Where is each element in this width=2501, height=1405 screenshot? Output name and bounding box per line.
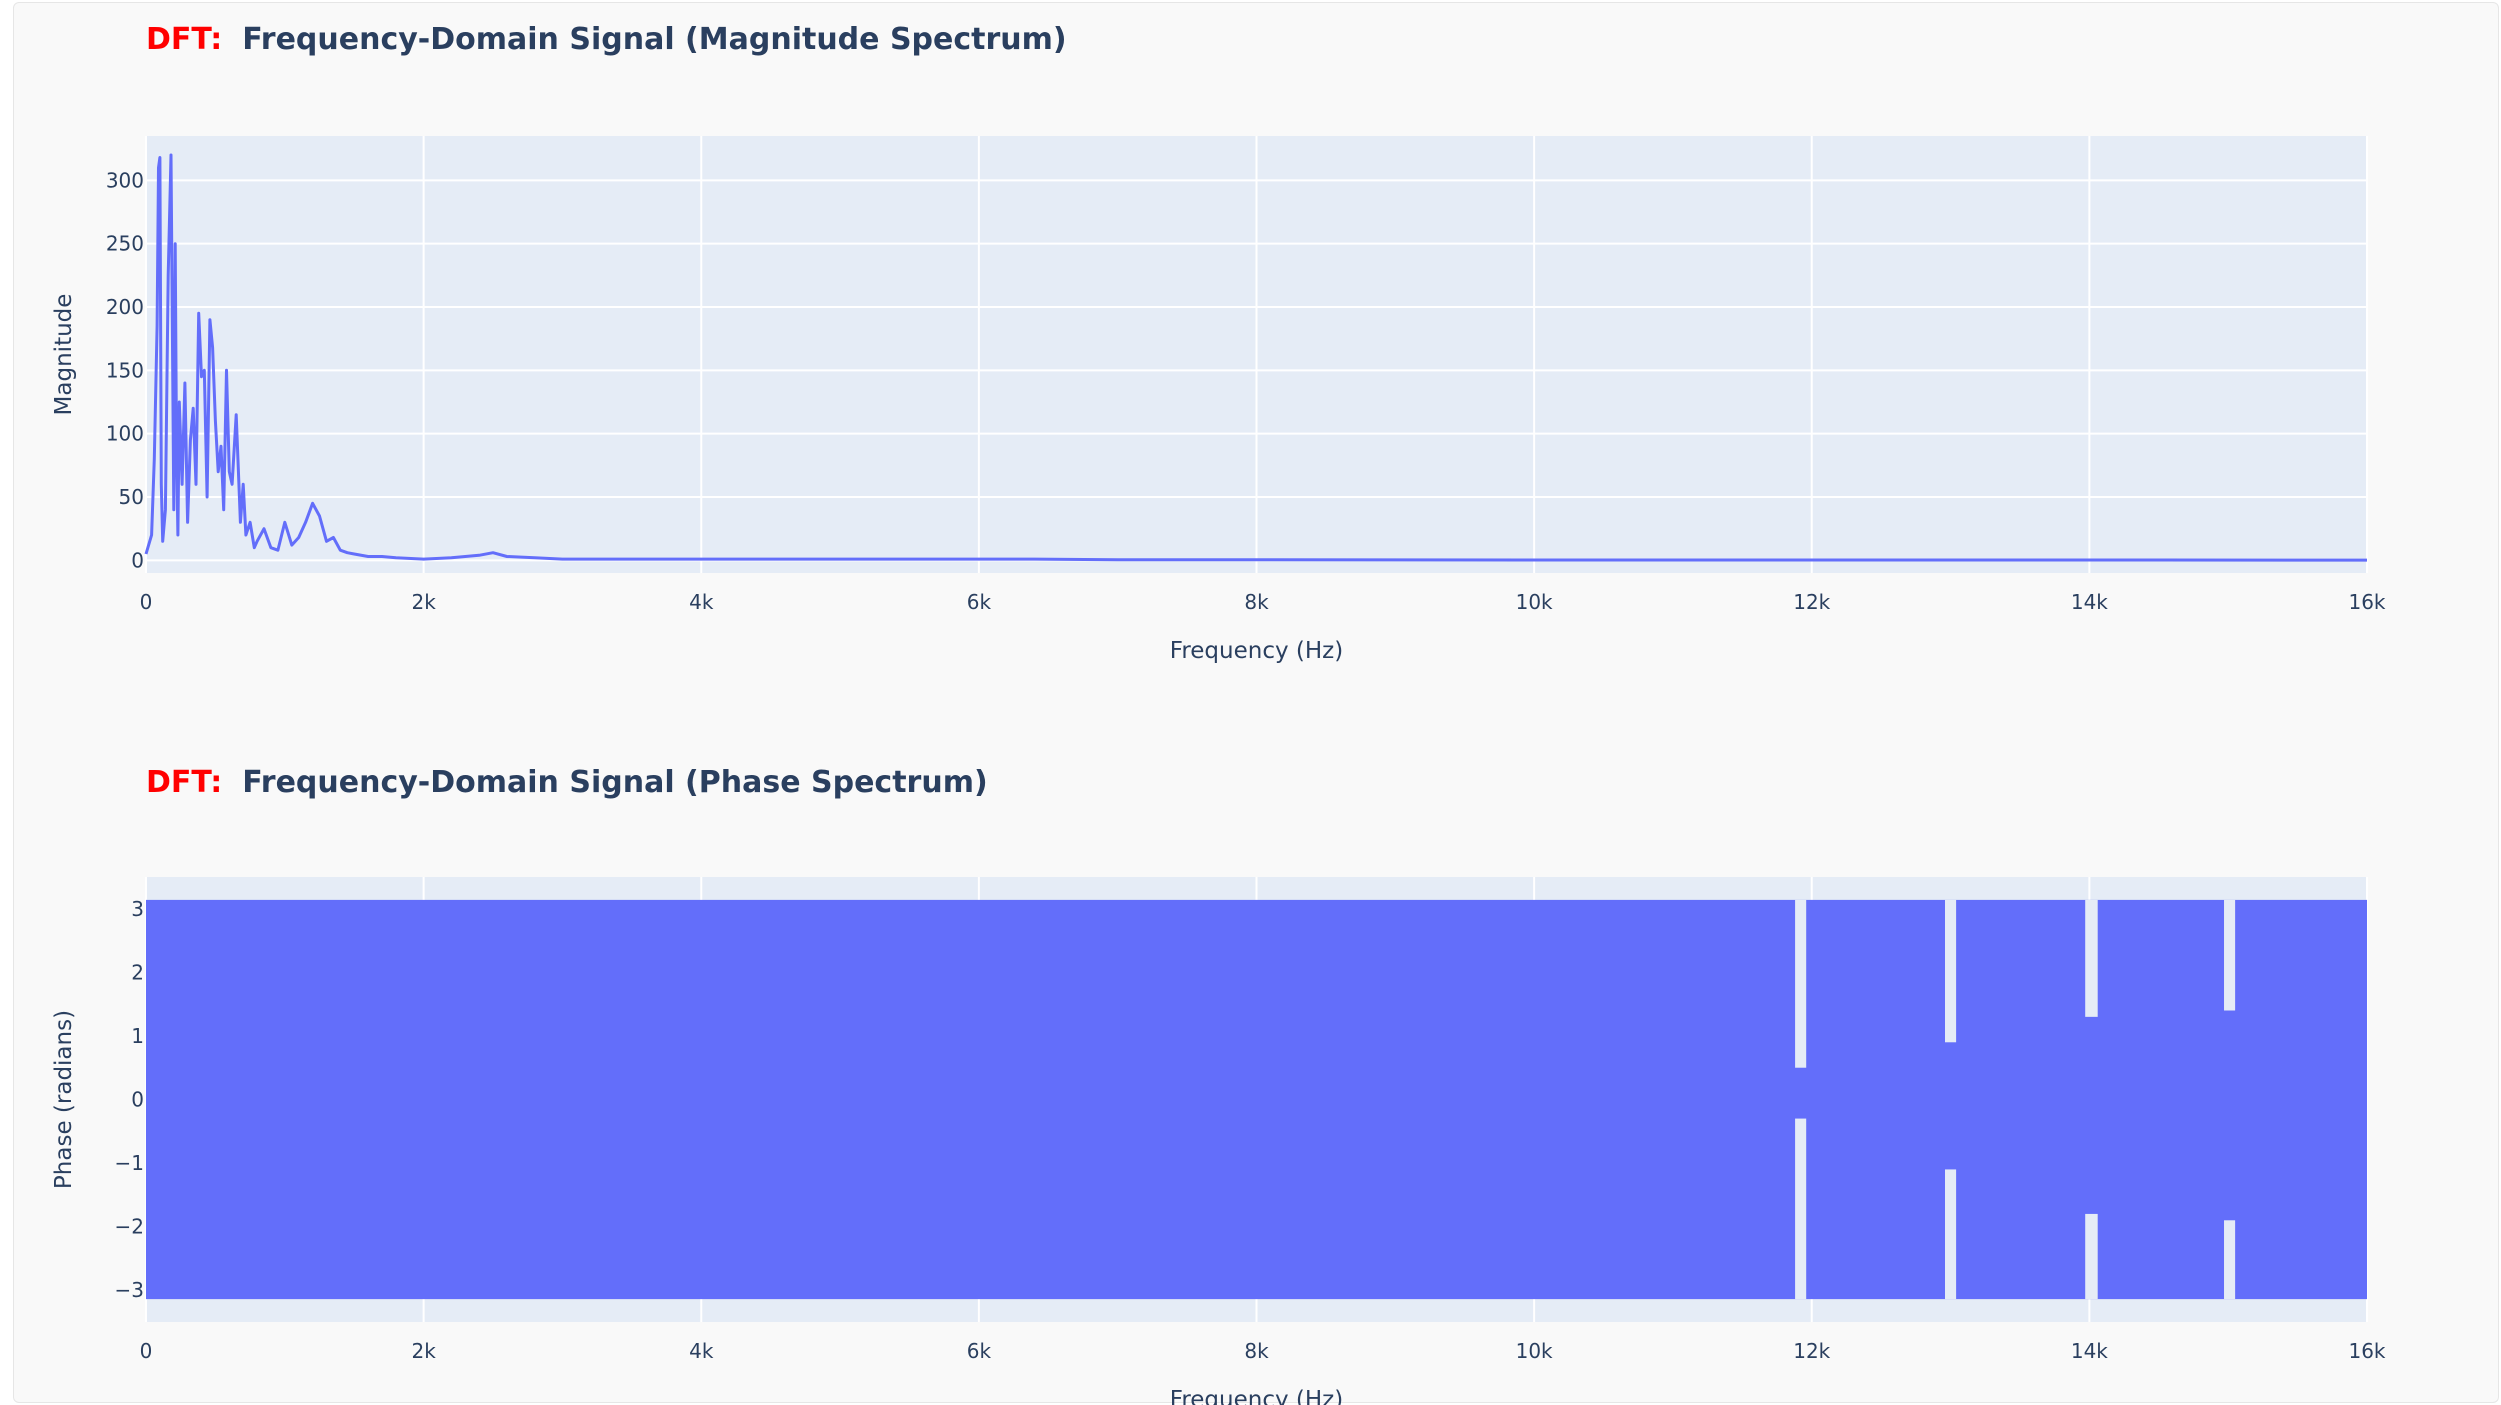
phase-gap-lower [1945, 1169, 1957, 1300]
magnitude-x-tick-label: 16k [2348, 590, 2385, 614]
magnitude-title-prefix: DFT: [146, 22, 223, 57]
phase-gap-lower [2085, 1213, 2098, 1300]
phase-title-text: Frequency-Domain Signal (Phase Spectrum) [242, 765, 988, 800]
phase-y-tick-label: −3 [115, 1278, 144, 1302]
magnitude-y-tick-label: 0 [131, 548, 144, 572]
magnitude-x-tick-label: 8k [1244, 590, 1269, 614]
phase-series-band [146, 899, 2367, 1300]
phase-x-tick-label: 2k [411, 1339, 436, 1363]
phase-x-tick-label: 8k [1244, 1339, 1269, 1363]
phase-gap-lower [1795, 1118, 1807, 1300]
magnitude-x-tick-label: 10k [1516, 590, 1553, 614]
magnitude-x-tick-label: 0 [140, 590, 153, 614]
phase-y-tick-label: −2 [115, 1215, 144, 1239]
phase-gap-upper [1945, 899, 1957, 1043]
phase-y-tick-label: 2 [131, 960, 144, 984]
magnitude-spectrum-chart: 0 2k 4k 6k 8k 10k 12k 14k 16k 0 50 100 150 200 250 300 F… [51, 136, 2386, 664]
phase-x-tick-label: 0 [140, 1339, 153, 1363]
magnitude-y-tick-label: 50 [119, 485, 144, 509]
magnitude-y-tick-label: 300 [106, 168, 144, 192]
magnitude-series-line [144, 153, 2368, 562]
phase-x-tick-label: 4k [689, 1339, 714, 1363]
magnitude-y-tick-label: 150 [106, 358, 144, 382]
magnitude-x-tick-label: 12k [1793, 590, 1830, 614]
magnitude-y-tick-label: 250 [106, 232, 144, 256]
phase-x-tick-label: 12k [1793, 1339, 1830, 1363]
phase-y-axis-title: Phase (radians) [51, 1010, 77, 1189]
magnitude-title-text: Frequency-Domain Signal (Magnitude Spect… [242, 22, 1067, 57]
phase-gap-upper [2085, 899, 2098, 1017]
phase-chart-title: DFT: Frequency-Domain Signal (Phase Spect… [146, 765, 988, 800]
magnitude-x-tick-label: 4k [689, 590, 714, 614]
magnitude-chart-title: DFT: Frequency-Domain Signal (Magnitude S… [146, 22, 1067, 57]
phase-title-prefix: DFT: [146, 765, 223, 800]
magnitude-x-tick-label: 2k [411, 590, 436, 614]
phase-gap-lower [2224, 1220, 2236, 1300]
magnitude-x-axis-title: Frequency (Hz) [1170, 638, 1343, 664]
magnitude-y-tick-label: 100 [106, 422, 144, 446]
phase-x-tick-label: 6k [967, 1339, 992, 1363]
phase-y-tick-label: 0 [131, 1088, 144, 1112]
phase-x-tick-label: 16k [2348, 1339, 2385, 1363]
phase-x-tick-label: 14k [2071, 1339, 2108, 1363]
phase-x-axis-title: Frequency (Hz) [1170, 1387, 1343, 1405]
phase-x-tick-label: 10k [1516, 1339, 1553, 1363]
phase-y-tick-label: 1 [131, 1024, 144, 1048]
phase-gap-upper [1795, 899, 1807, 1068]
magnitude-y-axis-title: Magnitude [51, 294, 77, 416]
magnitude-x-tick-label: 6k [967, 590, 992, 614]
phase-y-tick-label: −1 [115, 1151, 144, 1175]
phase-gap-upper [2224, 899, 2236, 1011]
phase-y-tick-label: 3 [131, 897, 144, 921]
magnitude-x-tick-label: 14k [2071, 590, 2108, 614]
magnitude-y-tick-label: 200 [106, 295, 144, 319]
